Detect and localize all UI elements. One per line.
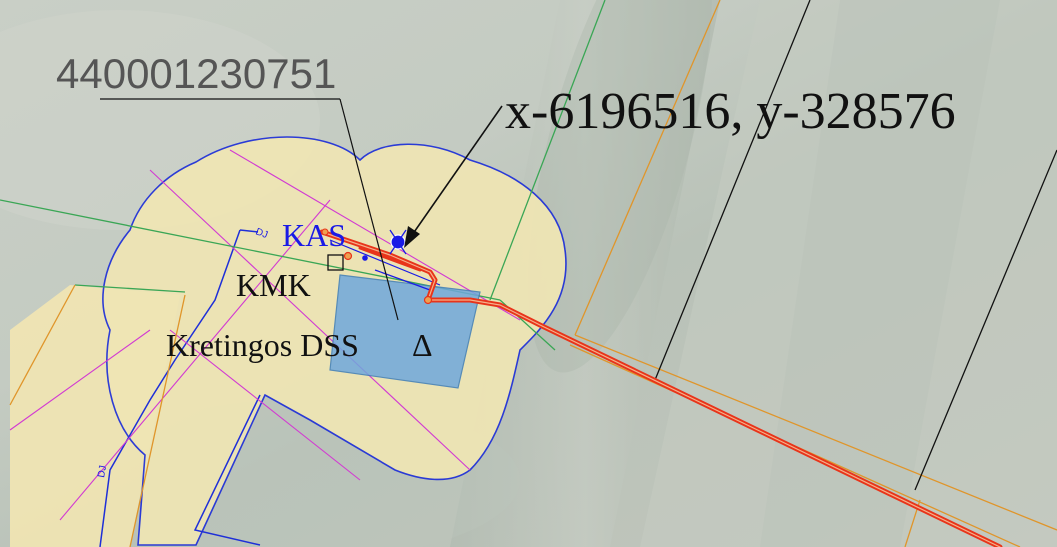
- triangle-marker-icon: Δ: [412, 327, 433, 363]
- dj-label-upper: DJ: [254, 226, 269, 241]
- square-marker-icon: [327, 254, 344, 271]
- arrow-pointer-icon: [404, 105, 503, 248]
- kmk-label[interactable]: KMK: [236, 267, 311, 303]
- node-kmk: [343, 251, 353, 261]
- gas-pipeline[interactable]: [319, 229, 1003, 547]
- valve-symbol-icon[interactable]: [389, 229, 407, 255]
- node-orange: [321, 228, 329, 236]
- node-dss: [423, 295, 433, 305]
- station-label[interactable]: Kretingos DSS: [166, 327, 359, 363]
- road-lines: [0, 0, 606, 351]
- internal-blue-lines: [329, 239, 441, 291]
- kas-label[interactable]: KAS: [282, 217, 346, 253]
- cadastral-lines: [654, 0, 1057, 491]
- parcel-leader-line: [100, 98, 399, 321]
- dj-label-lower: DJ: [96, 465, 109, 479]
- dj-boundary-lines: [99, 229, 261, 547]
- parcel-number-label[interactable]: 440001230751: [56, 50, 336, 97]
- coordinates-label: x-6196516, y-328576: [505, 83, 956, 140]
- pipeline-nodes[interactable]: [321, 228, 433, 305]
- node-blue: [362, 255, 368, 261]
